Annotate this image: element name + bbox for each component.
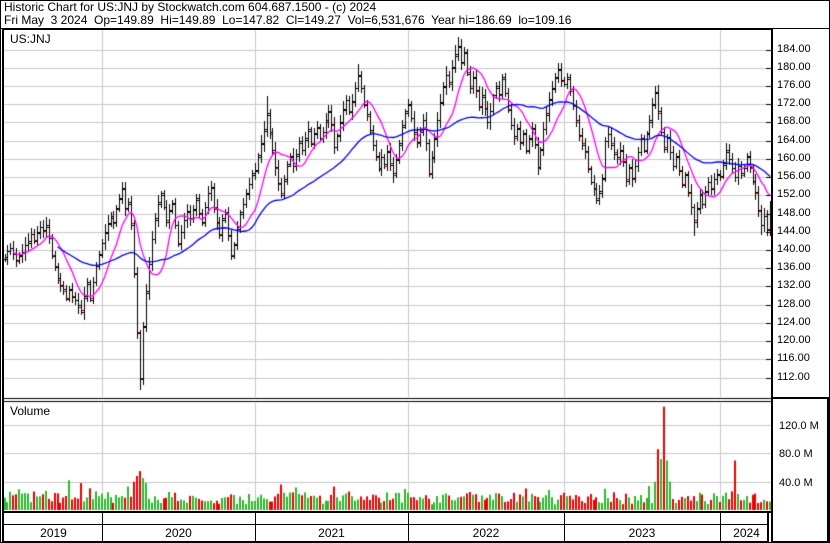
volume-tick-label: 40.0 M	[779, 476, 813, 489]
price-tick-label: 172.00	[777, 97, 811, 110]
price-tick-label: 152.00	[777, 188, 811, 201]
price-tick-label: 160.00	[777, 151, 811, 164]
year-label: 2023	[628, 526, 656, 540]
price-tick-label: 168.00	[777, 115, 811, 128]
volume-panel-label: Volume	[10, 404, 51, 418]
year-boundary-tick	[255, 513, 256, 541]
price-tick-label: 156.00	[777, 170, 811, 183]
year-boundary-tick	[564, 513, 565, 541]
volume-tick-label: 120.0 M	[779, 420, 819, 433]
price-tick-label: 116.00	[777, 352, 810, 365]
year-boundary-tick	[408, 513, 409, 541]
price-tick-label: 164.00	[777, 133, 811, 146]
price-tick-label: 128.00	[777, 297, 811, 310]
symbol-label: US:JNJ	[10, 32, 51, 46]
year-label: 2020	[165, 526, 192, 540]
price-tick-label: 124.00	[777, 315, 811, 328]
price-volume-chart-canvas	[4, 30, 771, 511]
price-tick-label: 184.00	[777, 42, 811, 55]
x-axis-year-band: 2019 2020 2021 2022 2023 2024	[2, 513, 769, 543]
price-tick-label: 180.00	[777, 60, 811, 73]
year-band-divider-line	[4, 524, 767, 525]
price-tick-label: 132.00	[777, 279, 811, 292]
price-tick-label: 148.00	[777, 206, 811, 219]
year-label: 2019	[40, 526, 67, 540]
price-tick-label: 140.00	[777, 242, 811, 255]
chart-title: Historic Chart for US:JNJ by Stockwatch.…	[4, 0, 377, 14]
price-tick-label: 136.00	[777, 261, 811, 274]
year-label: 2024	[733, 526, 760, 540]
year-boundary-tick	[102, 513, 103, 541]
year-label: 2021	[318, 526, 345, 540]
price-tick-label: 112.00	[777, 370, 810, 383]
price-tick-label: 176.00	[777, 78, 811, 91]
price-tick-label: 144.00	[777, 224, 811, 237]
volume-tick-label: 80.0 M	[779, 448, 813, 461]
year-boundary-tick	[720, 513, 721, 541]
chart-header: Historic Chart for US:JNJ by Stockwatch.…	[0, 0, 830, 29]
price-tick-label: 120.00	[777, 334, 811, 347]
volume-axis: 120.0 M 80.0 M 40.0 M	[771, 397, 829, 543]
quote-summary: Fri May 3 2024 Op=149.89 Hi=149.89 Lo=14…	[4, 13, 572, 27]
year-label: 2022	[472, 526, 500, 540]
